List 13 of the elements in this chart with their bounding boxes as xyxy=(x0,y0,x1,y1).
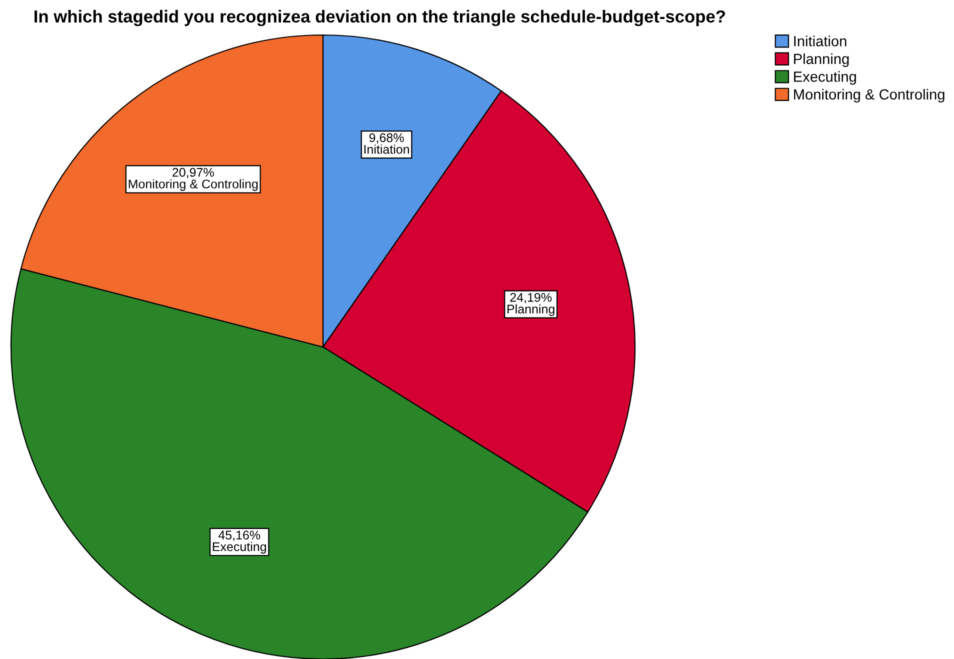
chart-title: In which stagedid you recognizea deviation on the triangle schedule-budget-scope? xyxy=(34,10,725,26)
legend-label: Initiation xyxy=(794,36,846,46)
legend-label: Monitoring & Controling xyxy=(794,88,944,102)
slice-label: Executing xyxy=(212,542,266,554)
legend-label: Executing xyxy=(794,71,856,85)
legend-label: Planning xyxy=(794,53,849,67)
data-label: 45,16% xyxy=(218,530,260,541)
slice-label: Monitoring & Controling xyxy=(128,179,258,191)
slice-label: Initiation xyxy=(364,144,409,154)
data-label: 20,97% xyxy=(172,168,214,178)
data-label: 24,19% xyxy=(510,292,552,304)
data-label: 9,68% xyxy=(369,133,404,144)
slice-label: Planning xyxy=(508,304,554,316)
